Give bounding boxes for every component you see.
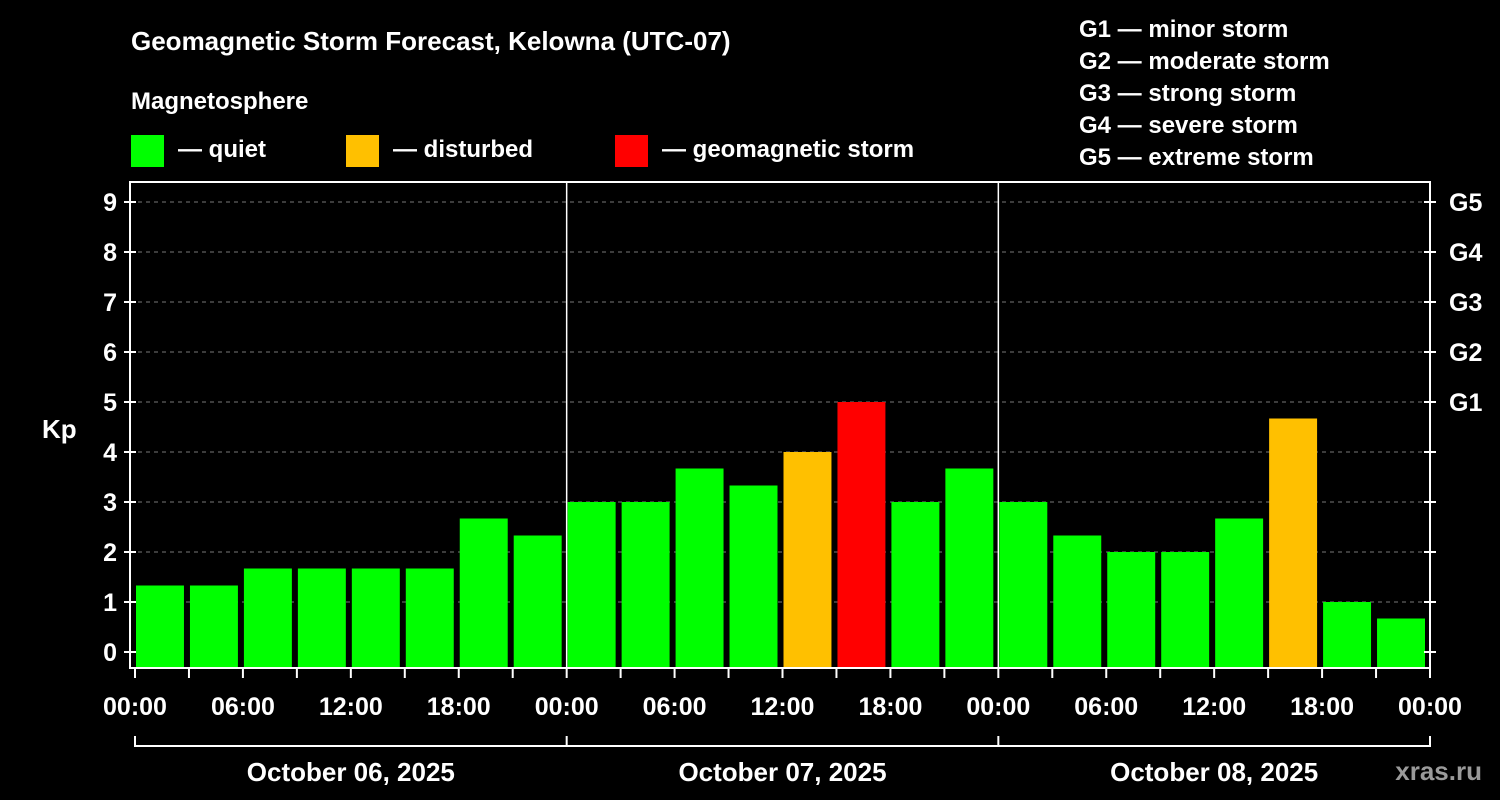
x-tick-label: 06:00 — [211, 693, 275, 721]
storm-scale-legend: G1 — minor storm G2 — moderate storm G3 … — [1079, 16, 1330, 171]
y-tick-label: 3 — [103, 489, 117, 517]
y-tick-label: 2 — [103, 539, 117, 567]
y-tick-label: 5 — [103, 389, 117, 417]
plot-border — [129, 181, 1431, 669]
right-axis-ticks: G1 G2 G3 G4 G5 — [1424, 189, 1482, 653]
x-tick-label: 00:00 — [103, 693, 167, 721]
bars — [136, 402, 1425, 668]
y-axis-label: Kp — [42, 414, 77, 444]
x-tick-label: 12:00 — [751, 693, 815, 721]
y-tick-label: 1 — [103, 589, 117, 617]
chart-title: Geomagnetic Storm Forecast, Kelowna (UTC… — [131, 26, 731, 56]
legend-swatch-disturbed — [346, 135, 379, 167]
kp-bar — [891, 502, 940, 668]
watermark: xras.ru — [1395, 756, 1482, 786]
kp-bar — [243, 568, 292, 668]
kp-bar — [999, 502, 1048, 668]
x-tick-label: 00:00 — [1398, 693, 1462, 721]
kp-bar — [351, 568, 400, 668]
kp-bar — [1323, 602, 1372, 668]
kp-bar — [1269, 418, 1318, 668]
kp-bar — [1161, 552, 1210, 668]
gridlines — [130, 182, 1430, 668]
legend-label-disturbed: — disturbed — [393, 136, 533, 163]
kp-bar — [513, 535, 562, 668]
kp-bar — [1053, 535, 1102, 668]
x-tick-label: 18:00 — [427, 693, 491, 721]
x-tick-label: 00:00 — [535, 693, 599, 721]
x-tick-label: 06:00 — [1074, 693, 1138, 721]
x-tick-label: 18:00 — [858, 693, 922, 721]
day-label: October 08, 2025 — [1110, 757, 1318, 787]
kp-bar — [837, 402, 886, 668]
y-tick-label: 0 — [103, 639, 117, 667]
x-tick-label: 00:00 — [966, 693, 1030, 721]
storm-scale-g1: G1 — minor storm — [1079, 16, 1288, 43]
kp-bar — [567, 502, 616, 668]
legend-swatch-storm — [615, 135, 648, 167]
y-tick-label: 7 — [103, 289, 117, 317]
legend-label-storm: — geomagnetic storm — [662, 136, 914, 163]
kp-bar — [729, 485, 778, 668]
kp-bar — [405, 568, 454, 668]
x-tick-label: 06:00 — [643, 693, 707, 721]
y-tick-label: 6 — [103, 339, 117, 367]
kp-bar — [297, 568, 346, 668]
storm-level-label: G2 — [1449, 339, 1482, 367]
x-tick-label: 18:00 — [1290, 693, 1354, 721]
storm-level-label: G5 — [1449, 189, 1482, 217]
kp-bar — [621, 502, 670, 668]
x-tick-label: 12:00 — [1182, 693, 1246, 721]
y-axis-ticks: 0 1 2 3 4 5 6 7 8 9 — [103, 189, 136, 667]
legend-swatch-quiet — [131, 135, 164, 167]
x-axis-ticks: 00:00 06:00 12:00 18:00 00:00 06:00 12:00 18:00… — [103, 668, 1462, 721]
storm-scale-g3: G3 — strong storm — [1079, 80, 1296, 107]
storm-level-label: G1 — [1449, 389, 1482, 417]
storm-level-label: G4 — [1449, 239, 1482, 267]
day-label: October 06, 2025 — [247, 757, 455, 787]
kp-bar — [1107, 552, 1156, 668]
storm-level-label: G3 — [1449, 289, 1482, 317]
kp-bar — [1215, 518, 1264, 668]
storm-scale-g2: G2 — moderate storm — [1079, 48, 1330, 75]
storm-scale-g4: G4 — severe storm — [1079, 112, 1298, 139]
kp-bar — [945, 468, 994, 668]
kp-bar — [459, 518, 508, 668]
plot-frame — [129, 181, 1431, 669]
storm-scale-g5: G5 — extreme storm — [1079, 144, 1314, 171]
legend-label-quiet: — quiet — [178, 136, 266, 163]
kp-bar — [189, 585, 238, 668]
y-tick-label: 9 — [103, 189, 117, 217]
kp-bar — [1377, 618, 1425, 668]
kp-bar — [783, 452, 832, 668]
x-tick-label: 12:00 — [319, 693, 383, 721]
day-label: October 07, 2025 — [678, 757, 886, 787]
kp-bar — [675, 468, 724, 668]
legend: — quiet — disturbed — geomagnetic storm — [131, 135, 914, 167]
day-axis: October 06, 2025 October 07, 2025 October … — [134, 736, 1431, 787]
kp-bar — [136, 585, 184, 668]
y-tick-label: 8 — [103, 239, 117, 267]
y-tick-label: 4 — [103, 439, 117, 467]
legend-heading: Magnetosphere — [131, 88, 308, 115]
